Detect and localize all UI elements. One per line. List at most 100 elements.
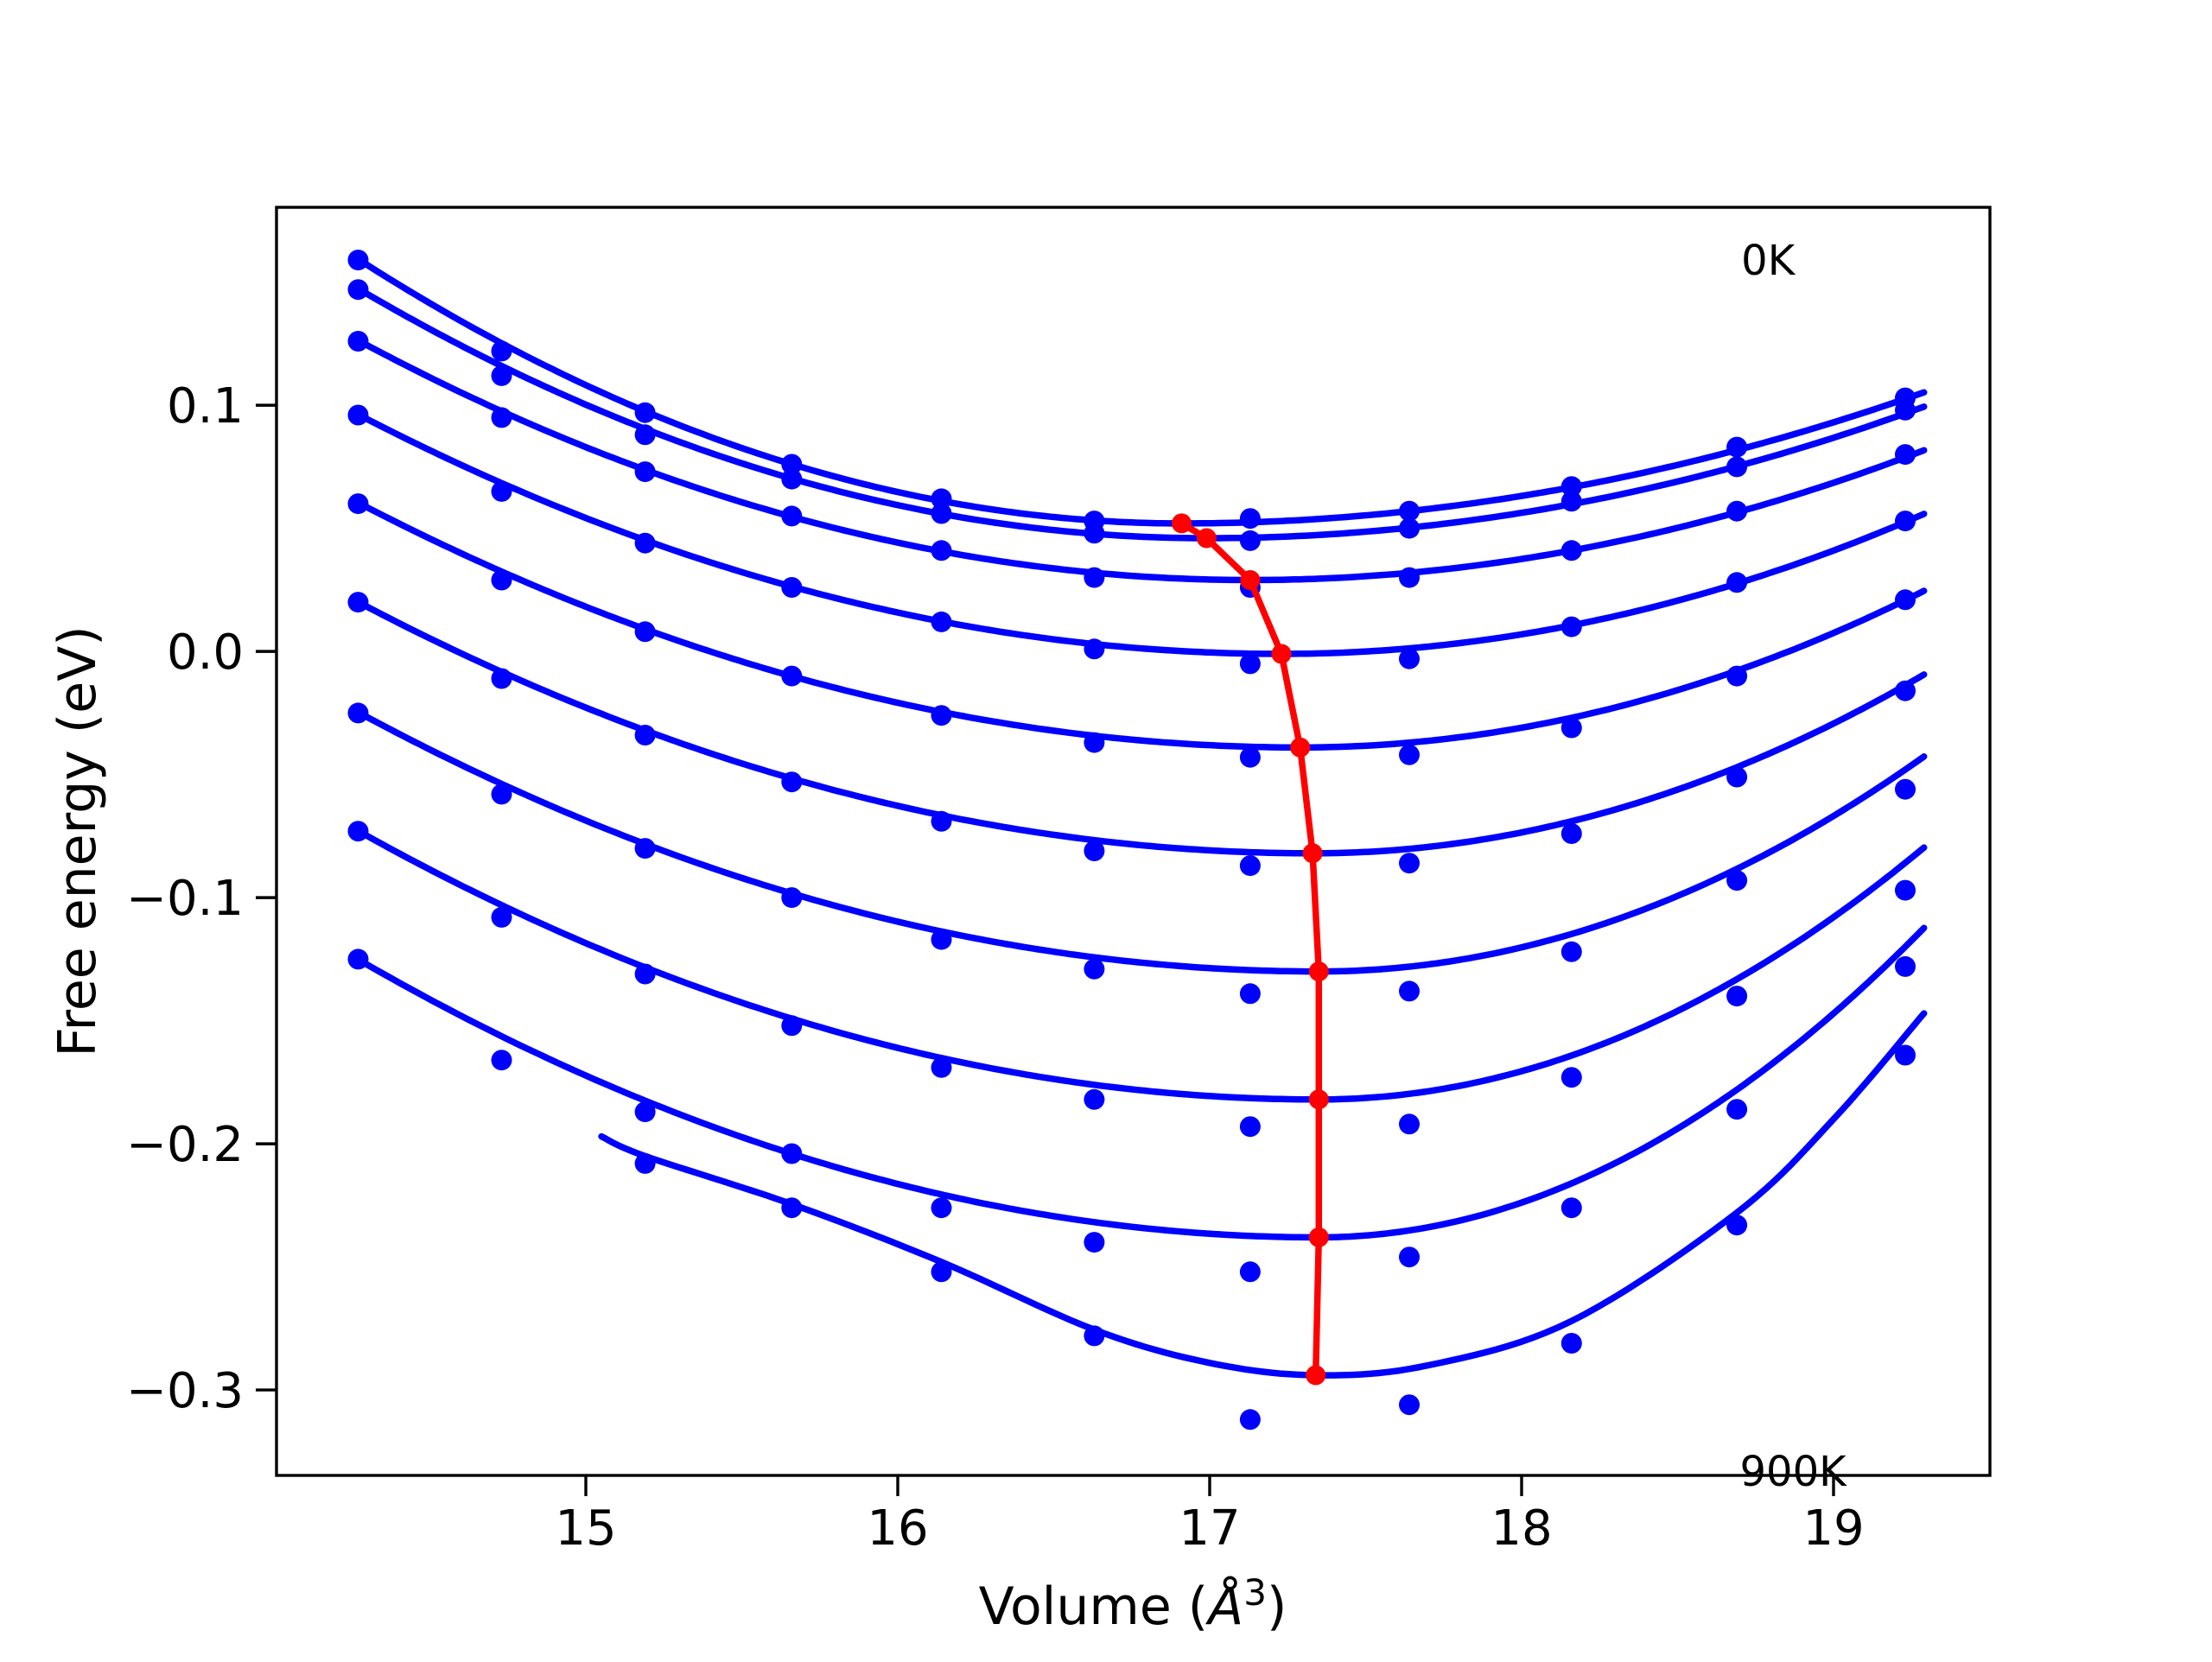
data-point-400K	[1239, 746, 1261, 768]
y-tick-label: −0.2	[126, 1117, 244, 1173]
x-axis-label: Volume (Å3)	[979, 1571, 1287, 1637]
y-tick-label: −0.1	[126, 871, 244, 927]
data-point-0K	[1399, 500, 1420, 522]
minima-path	[1179, 520, 1323, 1376]
data-point-500K	[1560, 823, 1582, 844]
data-point-500K	[1726, 766, 1748, 788]
data-point-300K	[491, 480, 512, 502]
minimum-point-300K	[1271, 644, 1292, 664]
data-point-400K	[1399, 744, 1420, 765]
data-point-600K	[1895, 778, 1916, 800]
fit-curve-700K	[354, 828, 1928, 1103]
data-point-600K	[931, 929, 952, 950]
data-point-300K	[931, 611, 952, 632]
minimum-point-600K	[1308, 961, 1329, 982]
data-point-500K	[1895, 680, 1916, 701]
data-point-800K	[1084, 1232, 1105, 1253]
data-point-900K	[1726, 1215, 1748, 1236]
data-point-0K	[781, 454, 803, 475]
data-points	[347, 250, 1916, 1430]
data-point-700K	[1399, 1113, 1420, 1135]
data-point-600K	[781, 887, 803, 909]
minimum-point-400K	[1290, 737, 1311, 758]
x-tick-label: 18	[1491, 1500, 1552, 1557]
data-point-400K	[781, 665, 803, 687]
data-point-400K	[347, 493, 369, 515]
data-point-300K	[1560, 616, 1582, 638]
data-point-200K	[1560, 540, 1582, 561]
y-tick-label: 0.0	[167, 625, 244, 681]
data-point-400K	[634, 621, 656, 643]
data-point-800K	[931, 1197, 952, 1219]
data-point-700K	[781, 1015, 803, 1037]
data-point-900K	[1895, 1044, 1916, 1066]
data-point-500K	[634, 725, 656, 745]
data-point-900K	[1084, 1325, 1105, 1347]
data-point-200K	[1726, 500, 1748, 522]
data-point-0K	[1239, 508, 1261, 530]
minimum-point-100K	[1196, 528, 1217, 549]
data-point-300K	[1726, 572, 1748, 593]
y-axis-label: Free energy (eV)	[48, 625, 108, 1056]
data-point-500K	[1239, 855, 1261, 877]
data-point-200K	[491, 407, 512, 428]
data-point-100K	[491, 365, 512, 386]
minimum-point-500K	[1302, 843, 1323, 864]
fit-curve-300K	[354, 411, 1928, 657]
x-tick-label: 19	[1802, 1500, 1864, 1557]
data-point-900K	[634, 1152, 656, 1174]
annotation-0K: 0K	[1741, 237, 1796, 285]
data-point-100K	[1239, 530, 1261, 551]
data-point-800K	[781, 1143, 803, 1164]
data-point-900K	[1399, 1394, 1420, 1416]
minima-line-group	[1172, 513, 1329, 1386]
data-point-300K	[347, 404, 369, 426]
data-point-700K	[1084, 1088, 1105, 1110]
fit-curve-900K	[598, 1010, 1928, 1379]
data-point-400K	[1560, 717, 1582, 739]
data-point-900K	[931, 1261, 952, 1283]
data-point-100K	[1726, 456, 1748, 478]
data-point-0K	[634, 402, 656, 423]
data-point-600K	[1084, 958, 1105, 980]
data-point-800K	[634, 1101, 656, 1123]
data-point-700K	[1560, 1067, 1582, 1088]
data-point-100K	[1895, 399, 1916, 421]
y-axis-ticks: 0.1 0.0 −0.1 −0.2 −0.3	[126, 378, 276, 1419]
data-point-600K	[634, 838, 656, 860]
data-point-0K	[347, 250, 369, 270]
fit-curve-800K	[354, 924, 1928, 1241]
plot-border	[275, 206, 1992, 1477]
data-point-0K	[491, 340, 512, 362]
data-point-500K	[1084, 841, 1105, 861]
data-point-600K	[347, 702, 369, 724]
data-point-0K	[1560, 476, 1582, 498]
data-point-100K	[1560, 491, 1582, 512]
data-point-600K	[491, 783, 512, 805]
x-tick-label: 16	[867, 1500, 928, 1557]
data-point-800K	[1895, 955, 1916, 977]
data-point-0K	[1726, 436, 1748, 458]
data-point-500K	[1399, 853, 1420, 874]
data-point-400K	[491, 569, 512, 591]
minimum-point-700K	[1308, 1089, 1329, 1110]
data-point-300K	[1084, 638, 1105, 660]
data-point-200K	[781, 505, 803, 527]
x-tick-label: 15	[555, 1500, 616, 1557]
data-point-600K	[1239, 983, 1261, 1005]
data-point-800K	[347, 948, 369, 970]
data-point-900K	[1560, 1333, 1582, 1354]
data-point-200K	[931, 540, 952, 561]
data-point-100K	[634, 424, 656, 446]
data-point-400K	[1895, 589, 1916, 611]
data-point-300K	[1399, 648, 1420, 669]
fit-curves	[354, 256, 1928, 1379]
data-point-400K	[1726, 665, 1748, 687]
data-point-200K	[347, 331, 369, 352]
data-point-400K	[931, 705, 952, 726]
data-point-600K	[1726, 870, 1748, 891]
data-point-100K	[347, 279, 369, 301]
data-point-700K	[1239, 1116, 1261, 1138]
data-point-500K	[347, 592, 369, 613]
